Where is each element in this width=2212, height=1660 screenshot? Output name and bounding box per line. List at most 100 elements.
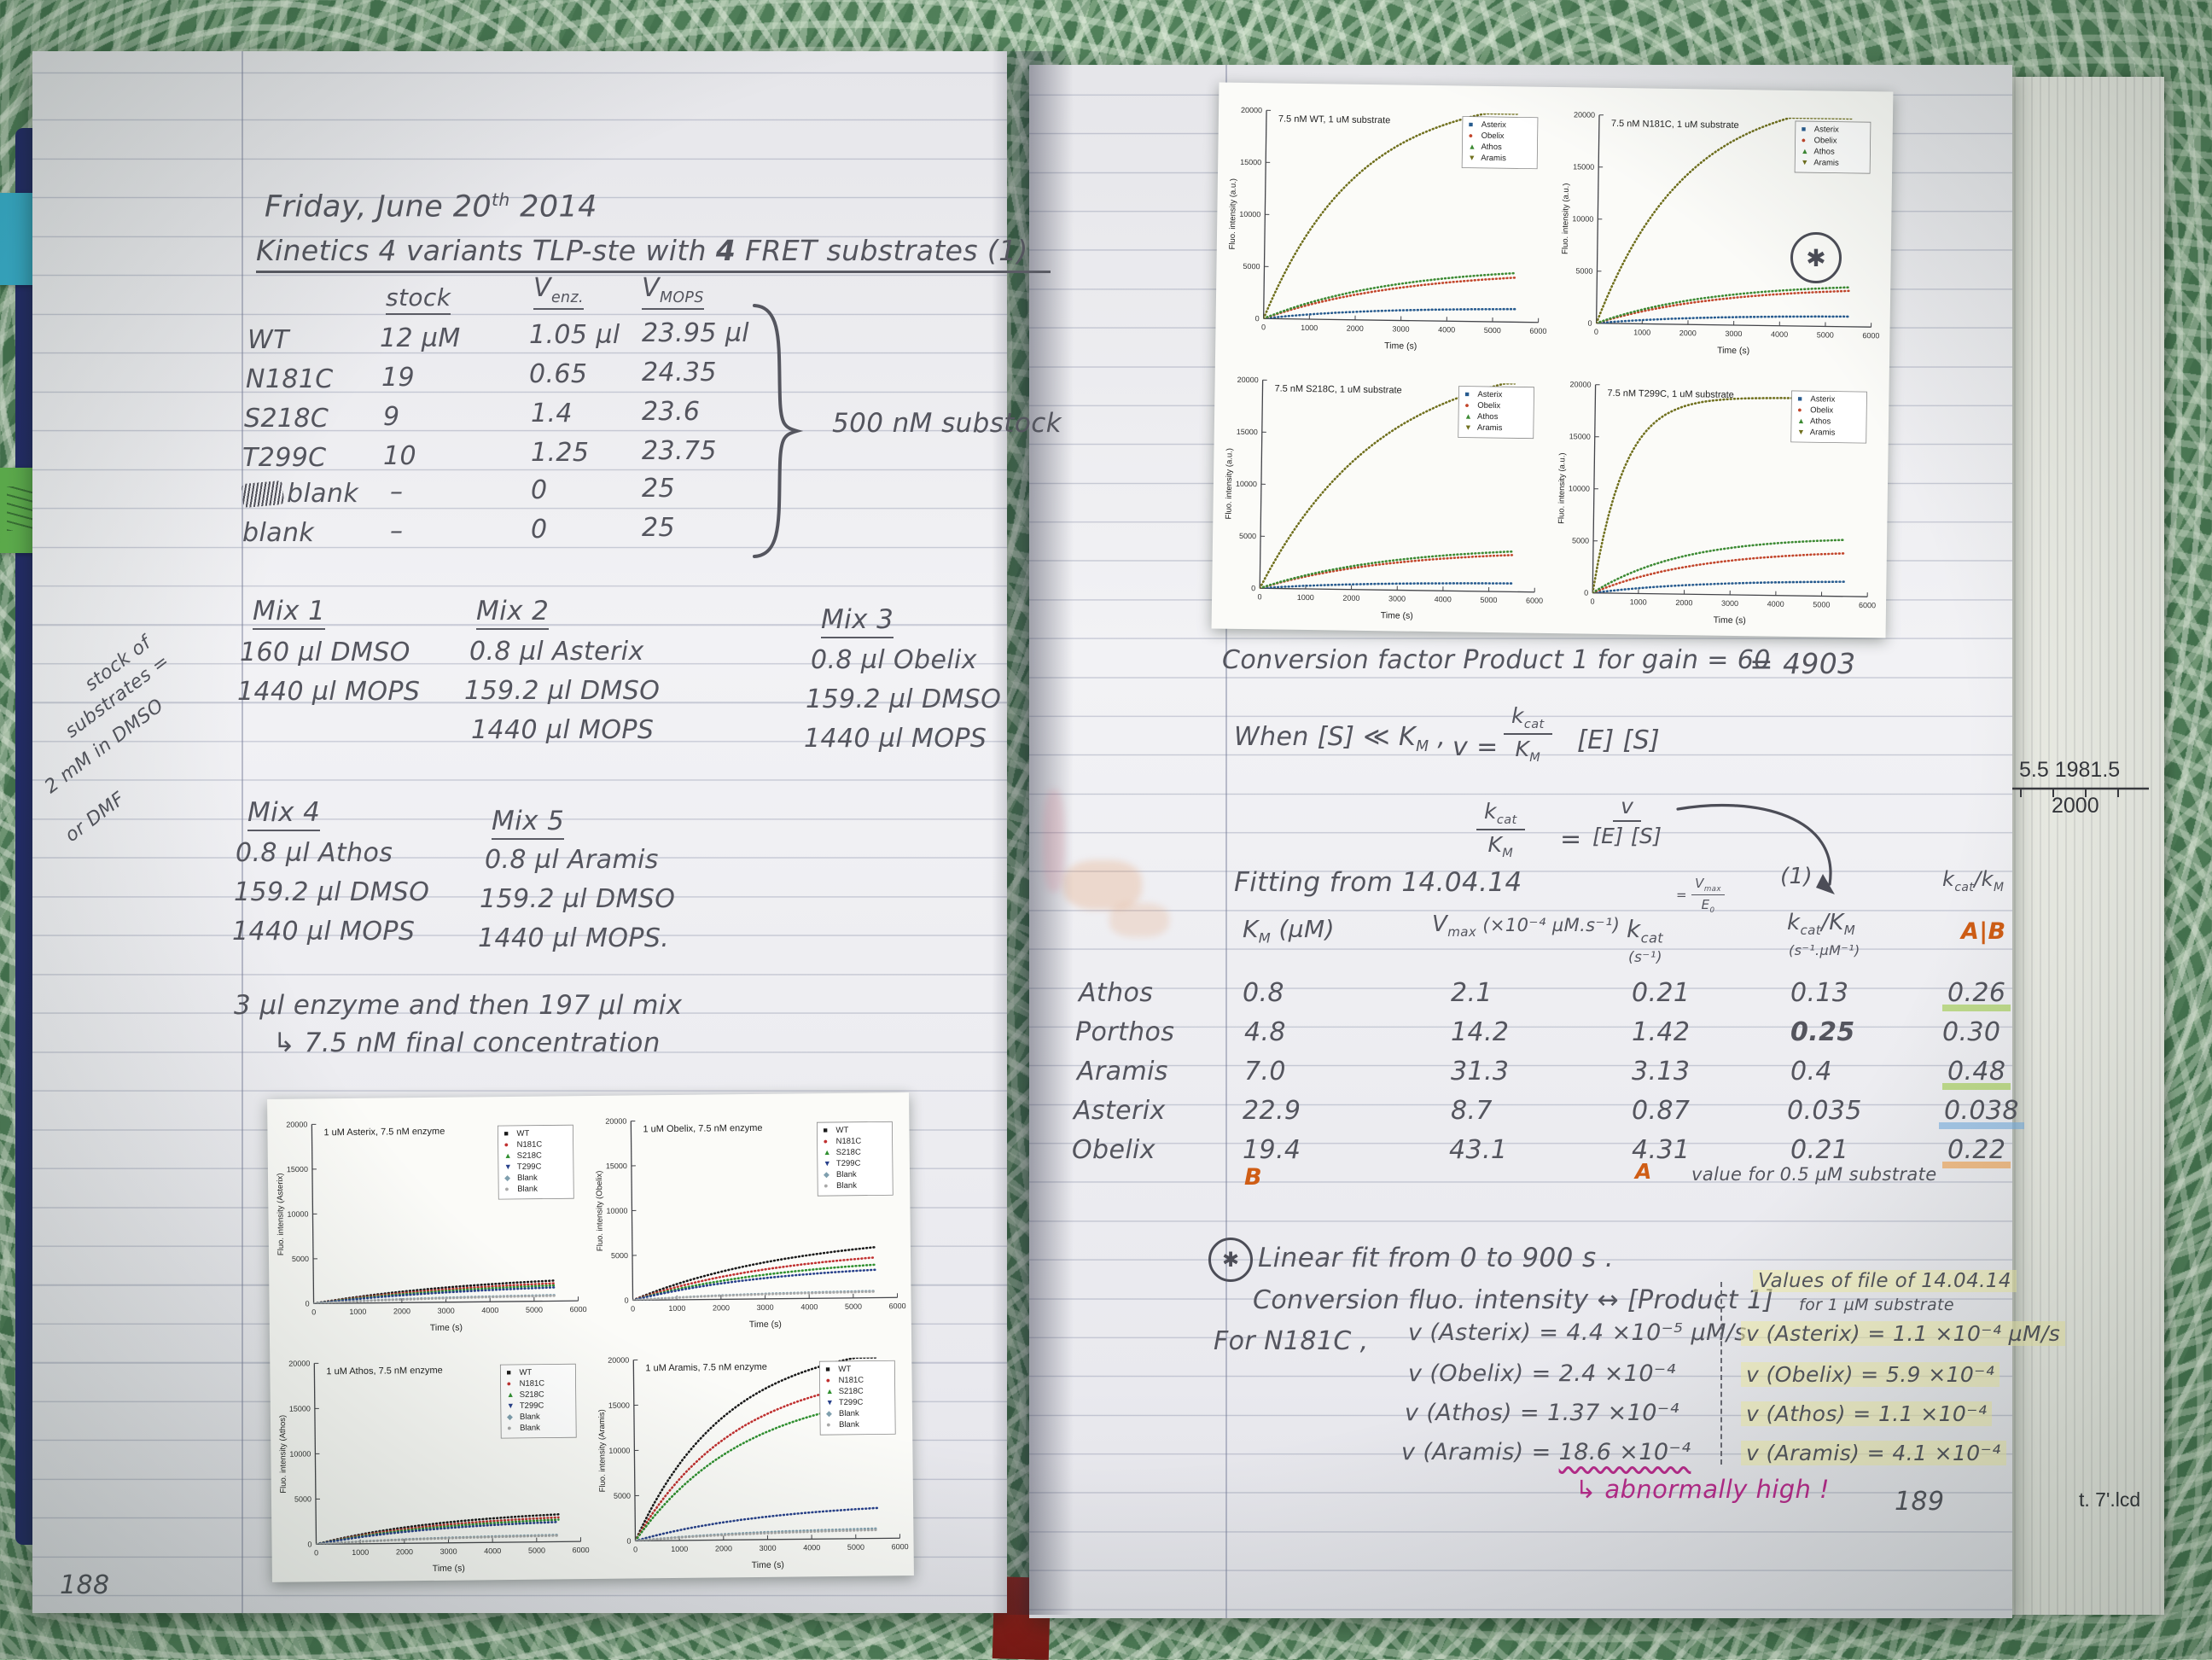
svg-text:▼: ▼	[1468, 154, 1476, 162]
fitting-mark-b: B	[1244, 1164, 1262, 1191]
svg-text:3000: 3000	[1721, 599, 1738, 608]
svg-text:T299C: T299C	[836, 1159, 861, 1168]
svg-text:●: ●	[507, 1424, 512, 1432]
svg-text:●: ●	[507, 1379, 512, 1388]
svg-text:0: 0	[631, 1304, 635, 1313]
enzyme-name: blank	[287, 479, 358, 509]
svg-text:2000: 2000	[1675, 598, 1692, 607]
fitting-header-kcatkm: kcat/KM	[1787, 910, 1855, 938]
svg-text:T299C: T299C	[517, 1162, 542, 1172]
svg-text:Blank: Blank	[839, 1409, 859, 1418]
page-number-right: 189	[1895, 1487, 1944, 1517]
svg-text:5000: 5000	[526, 1306, 543, 1314]
svg-text:■: ■	[823, 1126, 828, 1134]
fit-row-name: Asterix	[1074, 1096, 1166, 1126]
svg-text:1 uM Aramis, 7.5 nM enzyme: 1 uM Aramis, 7.5 nM enzyme	[645, 1362, 767, 1373]
svg-text:Aramis: Aramis	[1477, 423, 1503, 433]
fitting-header-kcatkm-unit: (s⁻¹.µM⁻¹)	[1789, 942, 1860, 958]
date-ordinal: th	[492, 189, 510, 210]
svg-text:3000: 3000	[757, 1303, 774, 1312]
eq1-rhs: [E] [S]	[1577, 725, 1660, 755]
svg-text:1000: 1000	[668, 1304, 685, 1313]
fitting-title: Fitting from 14.04.14	[1234, 867, 1522, 898]
svg-text:▲: ▲	[1464, 412, 1472, 421]
mix-label: Mix 5	[492, 806, 564, 840]
edge-fragment-axis-numbers: 5.5 1981.5	[2019, 758, 2120, 783]
fit-kcatkm: 0.13	[1790, 978, 1848, 1008]
svg-text:▼: ▼	[824, 1159, 831, 1168]
conversion-factor-text: Conversion factor Product 1 for gain = 6…	[1222, 645, 1771, 675]
svg-text:1000: 1000	[352, 1548, 369, 1557]
svg-text:Blank: Blank	[520, 1424, 540, 1433]
svg-text:6000: 6000	[1859, 601, 1876, 609]
svg-text:Fluo. intensity (a.u.): Fluo. intensity (a.u.)	[1224, 448, 1234, 520]
page-edge-stack	[2005, 77, 2164, 1615]
fitting-header-vmax: Vmax (×10⁻⁴ µM.s⁻¹)	[1432, 912, 1620, 940]
svg-text:4000: 4000	[1771, 330, 1788, 339]
enzyme-stock: 19	[381, 363, 415, 393]
svg-text:1 uM Obelix, 7.5 nM enzyme: 1 uM Obelix, 7.5 nM enzyme	[643, 1123, 762, 1134]
svg-text:Athos: Athos	[1477, 412, 1499, 422]
sticky-tab-green-scribble	[7, 486, 36, 531]
svg-text:1 uM Asterix, 7.5 nM enzyme: 1 uM Asterix, 7.5 nM enzyme	[323, 1127, 445, 1138]
mix-item: 159.2 µl DMSO	[464, 676, 660, 706]
svg-text:10000: 10000	[1569, 484, 1590, 492]
rate-value: v (Athos) = 1.37 ×10⁻⁴	[1405, 1400, 1679, 1426]
svg-text:10000: 10000	[289, 1449, 311, 1458]
enzyme-venz: 1.4	[531, 399, 573, 428]
svg-text:5000: 5000	[1239, 532, 1256, 540]
rate-value-abnormal: v (Aramis) = 18.6 ×10⁻⁴	[1401, 1439, 1691, 1465]
svg-text:1 uM Athos, 7.5 nM enzyme: 1 uM Athos, 7.5 nM enzyme	[326, 1366, 442, 1377]
svg-text:Blank: Blank	[839, 1420, 859, 1430]
fitting-footnote: value for 0.5 µM substrate	[1691, 1164, 1937, 1185]
svg-text:3000: 3000	[438, 1307, 455, 1315]
svg-text:S218C: S218C	[517, 1151, 542, 1161]
svg-text:10000: 10000	[606, 1207, 627, 1215]
svg-text:20000: 20000	[1574, 110, 1595, 119]
conversion-factor-value: = 4903	[1749, 647, 1856, 680]
fit-km: 4.8	[1244, 1017, 1286, 1047]
svg-text:Time (s): Time (s)	[433, 1564, 465, 1574]
svg-text:▼: ▼	[1464, 423, 1472, 432]
svg-text:●: ●	[1469, 131, 1474, 140]
fit-kcat: 0.21	[1632, 978, 1690, 1008]
svg-text:15000: 15000	[1237, 428, 1258, 436]
asterisk-glyph: ✱	[1222, 1248, 1239, 1272]
svg-text:▼: ▼	[507, 1401, 515, 1410]
svg-text:Aramis: Aramis	[1813, 158, 1839, 167]
svg-text:S218C: S218C	[520, 1390, 544, 1400]
svg-text:Time (s): Time (s)	[752, 1560, 784, 1570]
enzyme-venz: 0	[531, 515, 548, 545]
svg-text:●: ●	[824, 1137, 829, 1145]
enzyme-name: S218C	[244, 404, 329, 434]
svg-text:7.5 nM S218C, 1 uM substrate: 7.5 nM S218C, 1 uM substrate	[1274, 383, 1401, 395]
enzyme-stock: 12 µM	[380, 323, 461, 353]
svg-text:0: 0	[314, 1548, 318, 1557]
svg-text:10000: 10000	[608, 1447, 630, 1455]
fit-km: 22.9	[1243, 1096, 1301, 1126]
svg-text:2000: 2000	[1342, 594, 1359, 603]
svg-text:N181C: N181C	[838, 1376, 864, 1385]
svg-text:▲: ▲	[824, 1148, 831, 1156]
svg-text:◆: ◆	[504, 1174, 510, 1182]
svg-text:2000: 2000	[396, 1547, 413, 1556]
file-rate-value: v (Asterix) = 1.1 ×10⁻⁴ µM/s	[1741, 1321, 2065, 1346]
enzyme-stock: –	[390, 516, 403, 546]
svg-text:▲: ▲	[1797, 416, 1805, 425]
svg-text:Athos: Athos	[1481, 143, 1502, 152]
circled-asterisk-linear-fit: ✱	[1208, 1238, 1253, 1282]
svg-text:Fluo. intensity (a.u.): Fluo. intensity (a.u.)	[1561, 183, 1571, 254]
enzyme-stock: –	[390, 477, 403, 507]
svg-text:0: 0	[1251, 584, 1255, 592]
title-pre: Kinetics 4 variants TLP-ste with	[256, 234, 716, 267]
protocol-line1: 3 µl enzyme and then 197 µl mix	[234, 990, 683, 1021]
fit-row-name: Aramis	[1077, 1057, 1168, 1086]
svg-text:■: ■	[1469, 120, 1474, 129]
svg-text:Blank: Blank	[517, 1174, 538, 1183]
